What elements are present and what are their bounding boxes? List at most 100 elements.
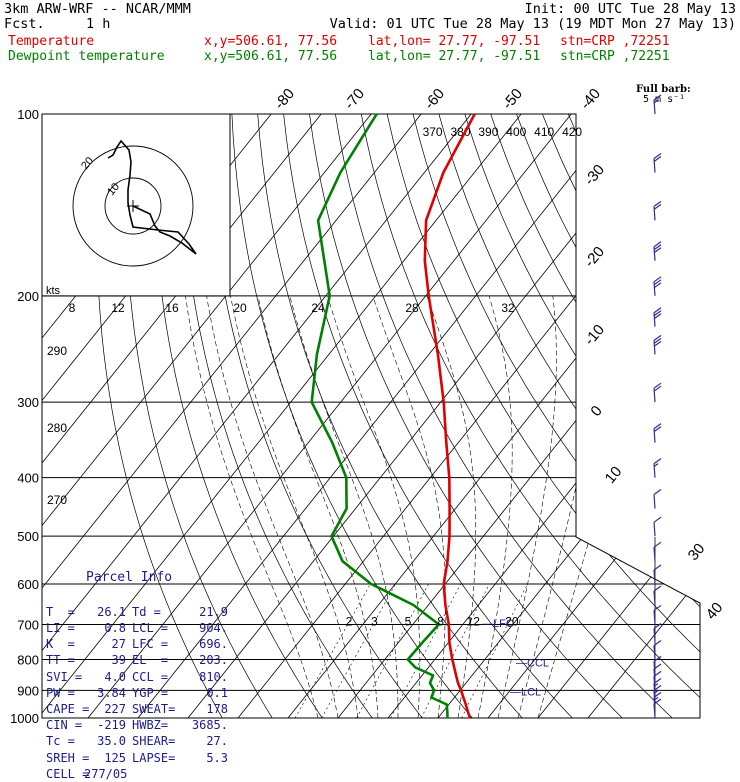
parcel-info-key: LCL = bbox=[132, 620, 186, 636]
parcel-info-key: SHEAR= bbox=[132, 733, 186, 749]
dry-adiabat bbox=[620, 114, 740, 718]
dry-adiabat bbox=[594, 114, 740, 718]
theta-label: 390 bbox=[478, 125, 498, 139]
mixing-ratio-line bbox=[295, 584, 370, 718]
parcel-info-key: T = bbox=[46, 604, 84, 620]
parcel-info-title: Parcel Info bbox=[86, 570, 236, 586]
parcel-info-value: 125 bbox=[84, 750, 126, 766]
parcel-info-row: CELL =277/05 bbox=[46, 766, 236, 782]
parcel-info-value: 35.0 bbox=[84, 733, 126, 749]
parcel-level-marker: —LCL bbox=[510, 687, 541, 699]
parcel-info-value: 3685. bbox=[186, 717, 228, 733]
speed-scale-label: 28 bbox=[405, 301, 419, 315]
isotherm-label: -40 bbox=[577, 85, 604, 113]
wind-barb bbox=[654, 424, 661, 443]
isotherm-label: -70 bbox=[341, 85, 368, 113]
isotherm-label: -60 bbox=[421, 85, 448, 113]
wind-barb bbox=[654, 383, 661, 402]
isotherm-line bbox=[538, 114, 740, 718]
parcel-info-key: LFC = bbox=[132, 636, 186, 652]
dry-adiabat bbox=[517, 114, 740, 718]
moist-adiabat bbox=[290, 296, 398, 718]
wind-barb-staff bbox=[654, 522, 655, 536]
dry-adiabat bbox=[542, 114, 740, 718]
parcel-info-value: 4.0 bbox=[84, 669, 126, 685]
isotherm-label: -80 bbox=[271, 85, 298, 113]
theta-label: 290 bbox=[47, 344, 67, 358]
parcel-info-value: 27 bbox=[84, 636, 126, 652]
isotherm-label: -50 bbox=[499, 85, 526, 113]
wind-barb-flag bbox=[654, 459, 661, 464]
isotherm-label: 0 bbox=[587, 402, 605, 419]
speed-scale-label: 32 bbox=[501, 301, 515, 315]
moist-adiabat bbox=[538, 296, 654, 718]
parcel-info-value: 0.1 bbox=[186, 685, 228, 701]
wind-barb-flag bbox=[654, 490, 661, 495]
parcel-info-key: K = bbox=[46, 636, 84, 652]
wind-barb bbox=[654, 242, 661, 261]
parcel-info-key: Td = bbox=[132, 604, 186, 620]
wind-barb-flag bbox=[654, 517, 661, 522]
pressure-label: 100 bbox=[17, 107, 39, 122]
dry-adiabat bbox=[284, 114, 573, 718]
parcel-info-key: CELL = bbox=[46, 766, 84, 782]
speed-scale-label: 20 bbox=[233, 301, 247, 315]
parcel-info-value: 21.9 bbox=[186, 604, 228, 620]
parcel-info-key: LAPSE= bbox=[132, 750, 186, 766]
parcel-info-row: PW =3.84 YGP =0.1 bbox=[46, 685, 236, 701]
pressure-label: 400 bbox=[17, 471, 39, 486]
parcel-info-key: CIN = bbox=[46, 717, 84, 733]
parcel-info-value: 227 bbox=[84, 701, 126, 717]
mixing-ratio-label: 2 bbox=[346, 615, 353, 629]
hodograph-kts-label: kts bbox=[46, 285, 61, 297]
speed-scale-label: 8 bbox=[69, 301, 76, 315]
dry-adiabat bbox=[568, 114, 740, 718]
parcel-info-key: SREH = bbox=[46, 750, 84, 766]
speed-scale-label: 16 bbox=[165, 301, 179, 315]
pressure-label: 200 bbox=[17, 289, 39, 304]
pressure-label: 600 bbox=[17, 577, 39, 592]
parcel-info-key: PW = bbox=[46, 685, 84, 701]
parcel-level-marker: —CCL bbox=[516, 658, 549, 670]
parcel-level-marker: —LFC bbox=[482, 618, 514, 630]
parcel-info-key: Tc = bbox=[46, 733, 84, 749]
mixing-ratio-label: 3 bbox=[371, 615, 378, 629]
speed-scale-label: 12 bbox=[111, 301, 125, 315]
isotherm-label: -20 bbox=[581, 243, 608, 271]
hodograph-box bbox=[42, 114, 230, 296]
parcel-info-key: HWBZ= bbox=[132, 717, 186, 733]
parcel-info-key: YGP = bbox=[132, 685, 186, 701]
parcel-info-key: CAPE = bbox=[46, 701, 84, 717]
isotherm-label: 40 bbox=[703, 599, 727, 623]
pressure-label: 1000 bbox=[10, 711, 39, 726]
pressure-label: 700 bbox=[17, 617, 39, 632]
parcel-info-value: 203. bbox=[186, 652, 228, 668]
mixing-ratio-line bbox=[357, 584, 429, 718]
parcel-info-key: SWEAT= bbox=[132, 701, 186, 717]
theta-label: 370 bbox=[423, 125, 443, 139]
wind-barb bbox=[654, 95, 661, 114]
parcel-info-row: Tc =35.0 SHEAR=27. bbox=[46, 733, 236, 749]
dry-adiabat bbox=[206, 114, 422, 718]
parcel-info-value: 277/05 bbox=[84, 766, 126, 782]
wind-barb bbox=[654, 459, 661, 478]
parcel-info-key: TT = bbox=[46, 652, 84, 668]
parcel-info-value: 3.84 bbox=[84, 685, 126, 701]
parcel-info-value: 27. bbox=[186, 733, 228, 749]
theta-label: 280 bbox=[47, 421, 67, 435]
theta-label: 400 bbox=[506, 125, 526, 139]
wind-barb bbox=[654, 308, 661, 327]
mixing-ratio-label: 8 bbox=[437, 615, 444, 629]
isotherm-label: 30 bbox=[685, 540, 709, 564]
theta-label: 420 bbox=[562, 125, 582, 139]
parcel-info-value: 39 bbox=[84, 652, 126, 668]
pressure-label: 900 bbox=[17, 683, 39, 698]
